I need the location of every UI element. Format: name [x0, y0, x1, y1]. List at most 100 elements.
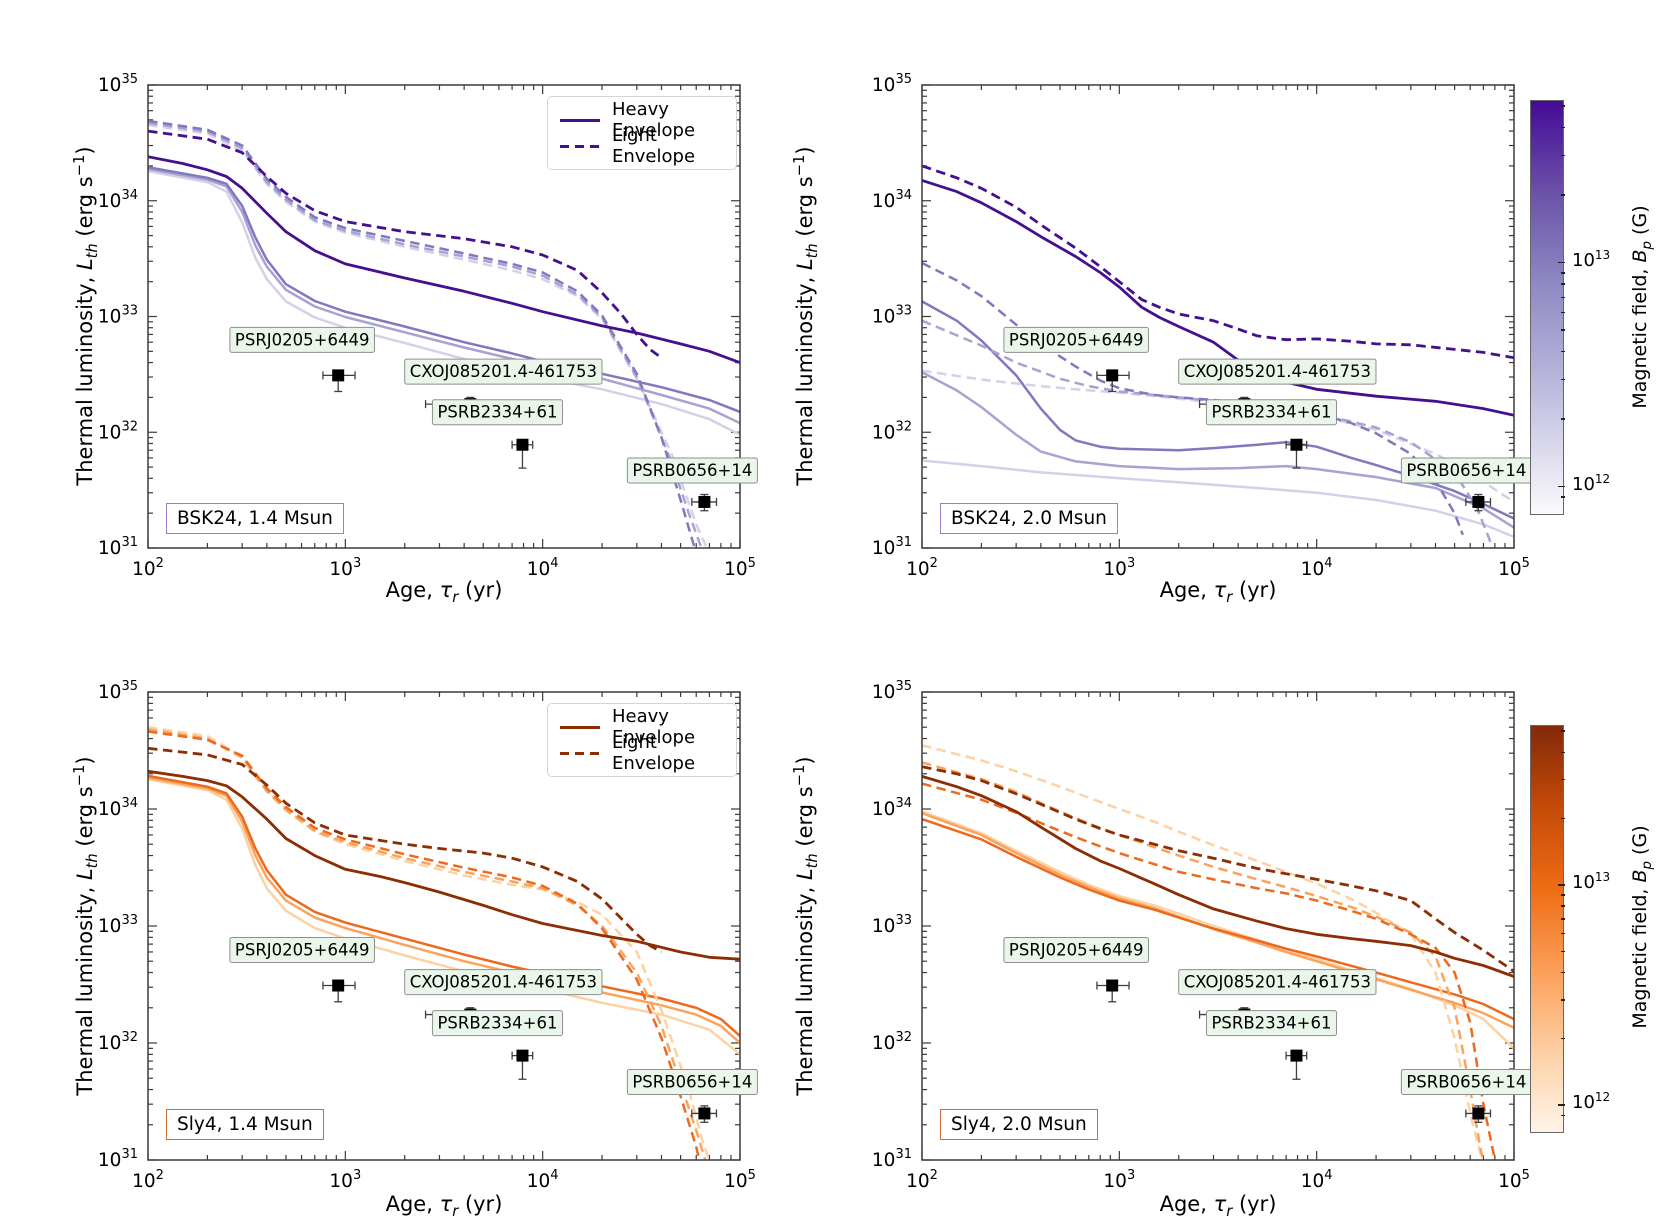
colorbar-minor-tick	[1561, 329, 1565, 331]
pulsar-psrj0205: PSRJ0205+6449	[1003, 937, 1149, 1003]
pulsar-label-box	[1003, 937, 1149, 964]
panel-tag-bsk24-1.4: BSK24, 1.4 Msun	[166, 503, 344, 534]
x-tick-label: 104	[527, 1168, 559, 1192]
curve-heavy-envelope-b1	[148, 777, 740, 1056]
panel-tag-sly4-1.4: Sly4, 1.4 Msun	[166, 1109, 324, 1140]
y-tick-label: 1031	[98, 535, 138, 559]
panel-tag-bsk24-2.0: BSK24, 2.0 Msun	[940, 503, 1118, 534]
x-tick-label: 103	[329, 556, 361, 580]
x-tick-label: 102	[132, 1168, 164, 1192]
y-tick-label: 1035	[872, 72, 912, 96]
y-tick-label: 1032	[872, 419, 912, 443]
pulsar-label-box	[1205, 1010, 1337, 1037]
curve-light-envelope-b1	[922, 369, 1514, 503]
pulsar-marker	[332, 369, 345, 382]
y-tick-label: 1033	[98, 913, 138, 937]
colorbar-minor-tick	[1561, 272, 1565, 274]
curve-light-envelope-b4	[148, 746, 663, 954]
pulsar-label: PSRB2334+61	[1211, 1014, 1331, 1033]
colorbar-minor-tick	[1561, 378, 1565, 381]
curve-heavy-envelope-b3	[148, 774, 740, 1037]
pulsar-marker	[1472, 495, 1485, 508]
colorbar-minor-tick	[1561, 194, 1565, 196]
pulsar-marker	[1238, 1008, 1251, 1021]
y-tick-label: 1032	[872, 1030, 912, 1054]
pulsar-marker	[1106, 369, 1119, 382]
y-tick-label: 1033	[872, 304, 912, 328]
y-tick-label: 1034	[98, 796, 138, 820]
pulsar-marker	[516, 1049, 529, 1062]
pulsar-label: PSRB2334+61	[1211, 403, 1331, 422]
pulsar-marker	[516, 438, 529, 451]
pulsar-label-box	[1178, 358, 1377, 385]
pulsar-label: PSRB0656+14	[1406, 1072, 1526, 1091]
colorbar-minor-tick	[1561, 1037, 1565, 1040]
x-tick-label: 105	[1498, 556, 1530, 580]
colorbar-minor-tick	[1561, 154, 1565, 157]
panel-plot-sly4-2.0: 102 103 104 105 1031 1032 1033 1034 1035 PSRJ0205…	[872, 679, 1532, 1192]
colorbar-tick-label: 1012	[1572, 1090, 1611, 1114]
colorbar-minor-tick	[1561, 1114, 1565, 1117]
pulsar-label: CXOJ085201.4-461753	[410, 973, 597, 992]
colorbar-major-tick	[1558, 485, 1565, 488]
pulsar-label: PSRB0656+14	[1406, 461, 1526, 480]
curve-light-envelope-b1	[148, 725, 711, 1160]
colorbar-minor-tick	[1561, 283, 1565, 285]
pulsar-label: PSRJ0205+6449	[1009, 941, 1144, 960]
colorbar-gradient	[1530, 100, 1564, 515]
pulsar-label-box	[404, 358, 603, 385]
pulsar-marker	[1472, 1107, 1485, 1120]
x-tick-label: 105	[1498, 1168, 1530, 1192]
pulsar-label: CXOJ085201.4-461753	[1184, 973, 1371, 992]
pulsar-cxoj085201: CXOJ085201.4-461753	[1178, 358, 1377, 414]
curve-light-envelope-b3	[922, 782, 1497, 1160]
x-tick-label: 102	[906, 556, 938, 580]
x-tick-label: 102	[132, 556, 164, 580]
pulsar-label: PSRB0656+14	[632, 461, 752, 480]
pulsar-label: PSRJ0205+6449	[235, 941, 370, 960]
pulsar-psrb0656: PSRB0656+14	[626, 457, 758, 512]
colorbar-minor-tick	[1561, 894, 1565, 896]
colorbar-minor-tick	[1561, 971, 1565, 974]
curve-light-envelope-b2	[148, 121, 703, 548]
axis-ticks	[921, 84, 1515, 549]
x-tick-label: 103	[1103, 556, 1135, 580]
pulsar-psrj0205: PSRJ0205+6449	[229, 937, 375, 1003]
pulsar-marker	[464, 398, 477, 411]
legend: Heavy Envelope Light Envelope	[547, 96, 737, 170]
legend: Heavy Envelope Light Envelope	[547, 703, 737, 777]
colorbar-minor-tick	[1561, 126, 1565, 129]
y-tick-label: 1032	[98, 1030, 138, 1054]
curve-heavy-envelope-b4	[922, 179, 1514, 417]
pulsar-label: CXOJ085201.4-461753	[410, 362, 597, 381]
colorbar-minor-tick	[1561, 751, 1565, 753]
colorbar-minor-tick	[1561, 999, 1565, 1001]
pulsar-label: CXOJ085201.4-461753	[1184, 362, 1371, 381]
y-tick-label: 1033	[872, 913, 912, 937]
y-tick-label: 1035	[872, 679, 912, 703]
curve-heavy-envelope-b4	[148, 155, 740, 364]
pulsar-psrb2334: PSRB2334+61	[1205, 1010, 1337, 1080]
colorbar-minor-tick	[1561, 311, 1565, 314]
pulsar-psrj0205: PSRJ0205+6449	[1003, 326, 1149, 393]
curve-heavy-envelope-b1	[922, 810, 1514, 1050]
plot-border	[921, 691, 1515, 1161]
curve-light-envelope-b4	[922, 164, 1514, 360]
colorbar-bottom: 1013 1012	[1530, 725, 1610, 1133]
y-axis-label: Thermal luminosity, Lth (erg s−1)	[70, 146, 102, 486]
pulsar-psrb0656: PSRB0656+14	[1400, 457, 1532, 512]
pulsar-psrb2334: PSRB2334+61	[431, 1010, 563, 1080]
x-tick-label: 104	[527, 556, 559, 580]
colorbar-major-tick	[1558, 884, 1565, 886]
pulsar-marker	[464, 1008, 477, 1021]
panel-tag-sly4-2.0: Sly4, 2.0 Msun	[940, 1109, 1098, 1140]
x-tick-label: 104	[1301, 1168, 1333, 1192]
pulsar-label-box	[1003, 326, 1149, 353]
colorbar-minor-tick	[1561, 905, 1565, 907]
x-tick-label: 105	[724, 1168, 756, 1192]
x-axis-label: Age, τr (yr)	[385, 1192, 503, 1221]
x-tick-label: 103	[329, 1168, 361, 1192]
y-tick-label: 1034	[872, 188, 912, 212]
colorbar-minor-tick	[1561, 817, 1565, 819]
